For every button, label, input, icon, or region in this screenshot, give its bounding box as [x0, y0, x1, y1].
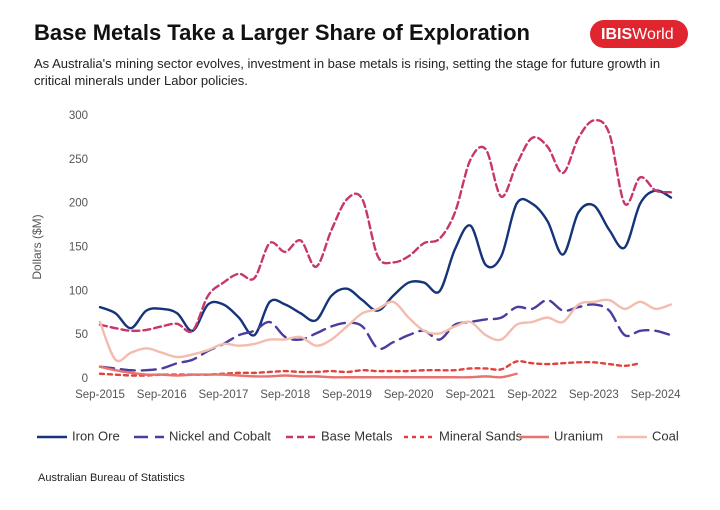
- y-tick-label: 150: [69, 242, 88, 254]
- logo-badge: [590, 20, 688, 48]
- legend-label: Coal: [652, 428, 679, 443]
- series-line: [98, 360, 642, 377]
- x-tick-label: Sep-2019: [322, 389, 372, 401]
- legend-label: Nickel and Cobalt: [169, 428, 271, 443]
- y-tick-label: 300: [69, 110, 88, 122]
- legend-label: Iron Ore: [72, 428, 120, 443]
- legend-label: Mineral Sands: [439, 428, 523, 443]
- x-tick-label: Sep-2021: [445, 389, 495, 401]
- logo-regular: World: [632, 26, 674, 43]
- y-axis-label: Dollars ($M): [30, 214, 44, 279]
- subtitle-box: As Australia's mining sector evolves, in…: [34, 56, 661, 88]
- legend-label: Uranium: [554, 428, 603, 443]
- logo-bold: IBIS: [601, 26, 632, 43]
- chart-title: Base Metals Take a Larger Share of Explo…: [34, 20, 530, 45]
- y-tick-label: 50: [75, 329, 88, 341]
- y-tick-label: 0: [82, 373, 88, 385]
- x-tick-label: Sep-2018: [260, 389, 310, 401]
- series-line: [98, 298, 673, 372]
- series-line: [98, 118, 673, 334]
- x-tick-label: Sep-2022: [507, 389, 557, 401]
- y-tick-label: 200: [69, 198, 88, 210]
- logo: IBISWorld: [601, 26, 674, 43]
- y-tick-label: 100: [69, 285, 88, 297]
- x-tick-label: Sep-2017: [199, 389, 249, 401]
- y-tick-label: 250: [69, 154, 88, 166]
- series-line: [98, 298, 673, 363]
- x-tick-label: Sep-2015: [75, 389, 125, 401]
- source: Australian Bureau of Statistics: [38, 472, 185, 484]
- x-tick-label: Sep-2020: [384, 389, 434, 401]
- x-tick-label: Sep-2024: [631, 389, 681, 401]
- x-tick-label: Sep-2023: [569, 389, 619, 401]
- legend-label: Base Metals: [321, 428, 393, 443]
- series-line: [98, 365, 518, 379]
- x-tick-label: Sep-2016: [137, 389, 187, 401]
- chart-subtitle: As Australia's mining sector evolves, in…: [34, 56, 661, 88]
